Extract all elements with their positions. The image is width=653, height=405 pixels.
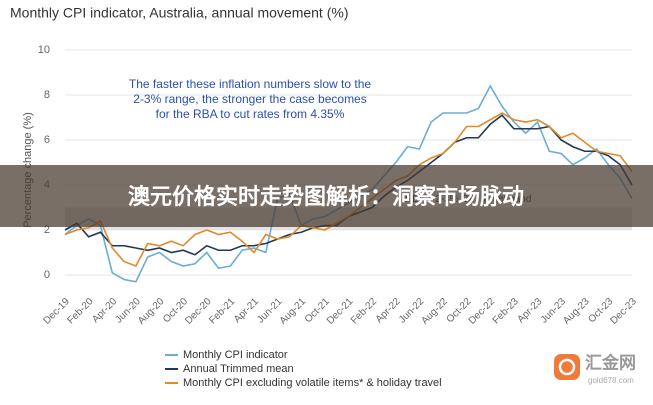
watermark-site: gold678.com: [588, 376, 634, 385]
banner-bg: [0, 165, 653, 227]
annotation: The faster these inflation numbers slow …: [129, 77, 371, 91]
watermark-logo: [554, 354, 580, 380]
y-tick-label: 0: [44, 269, 50, 281]
x-tick-label: Aug-20: [136, 296, 167, 327]
chart-title: Monthly CPI indicator, Australia, annual…: [10, 5, 349, 21]
y-tick-label: 6: [44, 134, 50, 146]
x-tick-label: Feb-21: [207, 296, 237, 326]
x-tick-label: Feb-20: [65, 296, 95, 326]
watermark-name: 汇金网: [585, 352, 636, 372]
y-tick-label: 10: [38, 44, 50, 56]
watermark-logo-mark: [558, 358, 576, 376]
x-tick-label: Dec-23: [608, 296, 639, 327]
x-tick-label: Feb-23: [491, 296, 521, 326]
y-tick-label: 2: [44, 224, 50, 236]
annotation: 2-3% range, the stronger the case become…: [133, 92, 366, 106]
x-tick-label: Aug-22: [419, 296, 450, 327]
legend-label: Annual Trimmed mean: [183, 363, 294, 375]
legend-label: Monthly CPI excluding volatile items* & …: [183, 377, 442, 389]
legend-label: Monthly CPI indicator: [183, 349, 288, 361]
x-tick-label: Feb-22: [349, 296, 379, 326]
banner-text: 澳元价格实时走势图解析：洞察市场脉动: [128, 184, 524, 209]
x-tick-label: Aug-21: [278, 296, 309, 327]
annotation: for the RBA to cut rates from 4.35%: [156, 107, 345, 121]
x-tick-label: Aug-23: [561, 296, 592, 327]
y-tick-label: 8: [44, 89, 50, 101]
